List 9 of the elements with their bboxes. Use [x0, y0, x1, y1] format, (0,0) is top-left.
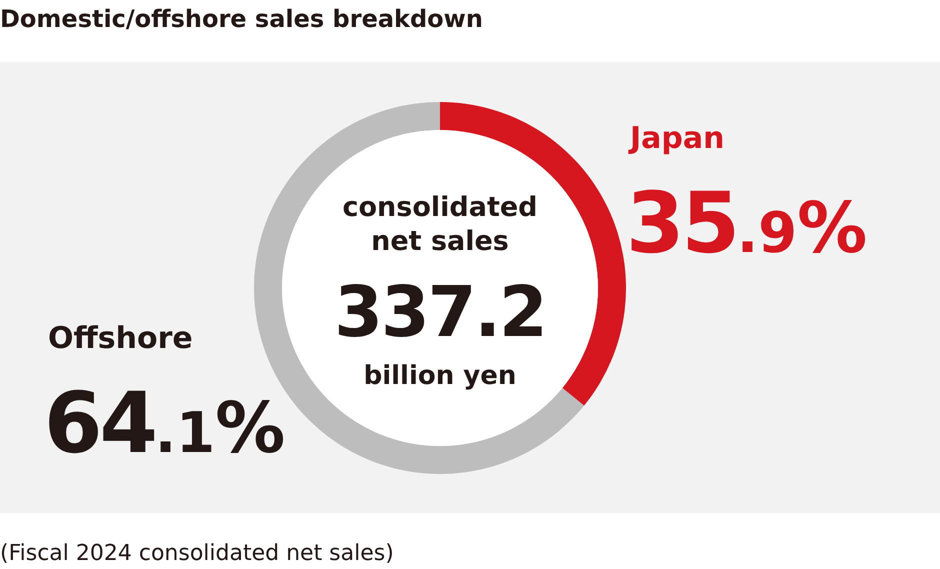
text: consolidated net sales: [342, 192, 538, 257]
data-label: 35.9%: [626, 174, 868, 272]
data-label: 64.1%: [44, 374, 286, 472]
text: (Fiscal 2024 consolidated net sales): [0, 541, 394, 566]
slice-label: Offshore: [48, 321, 193, 356]
text: 337.2: [334, 271, 546, 353]
text: billion yen: [364, 361, 516, 391]
chart-title: Domestic/offshore sales breakdown: [0, 5, 483, 33]
slice-label: Japan: [628, 121, 724, 156]
